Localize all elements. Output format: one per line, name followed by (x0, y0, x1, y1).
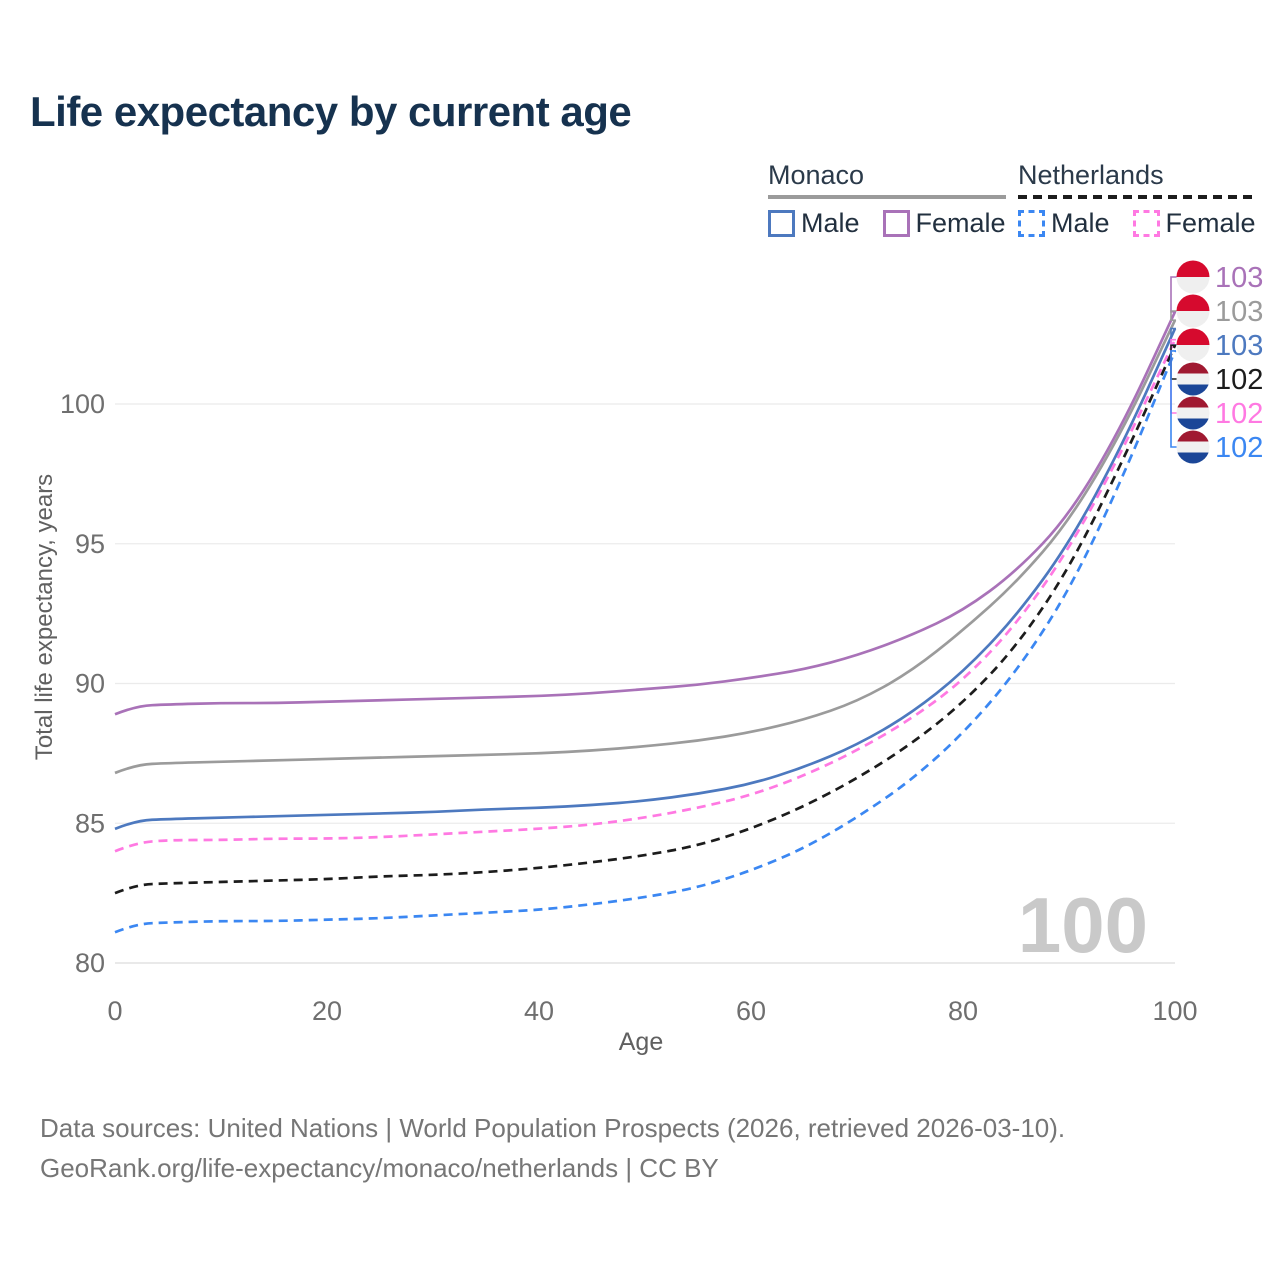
series-line-netherlands-male[interactable] (114, 350, 1177, 934)
footer: Data sources: United Nations | World Pop… (40, 1108, 1065, 1188)
series-lines (114, 311, 1177, 934)
end-label-value-netherlands-male: 102 (1215, 432, 1263, 464)
x-tick-label-40: 40 (524, 996, 554, 1026)
legend-group-monaco: Monaco Male Female (768, 160, 1006, 239)
page-title: Life expectancy by current age (30, 88, 632, 135)
legend-label-netherlands-female[interactable]: Female (1165, 208, 1256, 238)
y-tick-label-100: 100 (60, 389, 105, 419)
legend-swatch-monaco-female[interactable] (882, 210, 910, 237)
netherlands-flag-icon (1176, 396, 1210, 430)
legend-label-netherlands-male[interactable]: Male (1051, 208, 1110, 238)
end-label-leader-1 (1170, 310, 1177, 321)
legend-label-monaco-female[interactable]: Female (915, 208, 1006, 238)
legend-underline-netherlands-dashed (1018, 195, 1256, 199)
age-counter-annotation: 100 (1018, 881, 1148, 969)
legend-title-monaco: Monaco (768, 160, 865, 190)
series-line-monaco-female[interactable] (114, 311, 1177, 716)
x-tick-label-80: 80 (948, 996, 978, 1026)
y-tick-label-95: 95 (75, 529, 105, 559)
y-axis-title: Total life expectancy, years (31, 474, 58, 760)
monaco-flag-icon (1176, 260, 1210, 294)
monaco-flag-icon (1176, 328, 1210, 362)
legend-title-netherlands: Netherlands (1018, 160, 1164, 190)
end-label-value-monaco-male: 103 (1215, 330, 1263, 362)
x-tick-label-20: 20 (312, 996, 342, 1026)
legend-group-netherlands: Netherlands Male Female (1018, 160, 1256, 239)
gridlines (115, 403, 1175, 964)
footer-data-sources: Data sources: United Nations | World Pop… (40, 1113, 1066, 1143)
y-tick-label-80: 80 (75, 948, 105, 978)
end-label-value-monaco-female: 103 (1215, 262, 1263, 294)
monaco-flag-icon (1176, 294, 1210, 328)
series-line-netherlands-female[interactable] (114, 339, 1177, 853)
end-label-leader-5 (1170, 350, 1177, 448)
y-tick-label-85: 85 (75, 808, 105, 838)
x-axis-title: Age (619, 1028, 663, 1056)
netherlands-flag-icon (1176, 362, 1210, 396)
legend-swatch-netherlands-male[interactable] (1018, 210, 1045, 237)
y-tick-label-90: 90 (75, 669, 105, 699)
axis-tick-labels: 80 85 90 95 100 0 20 40 60 80 100 (60, 389, 1198, 1026)
series-line-netherlands-total[interactable] (114, 344, 1177, 895)
end-label-value-monaco-total: 103 (1215, 296, 1263, 328)
end-label-value-netherlands-total: 102 (1215, 364, 1263, 396)
legend-swatch-monaco-male[interactable] (768, 210, 795, 237)
series-line-monaco-male[interactable] (114, 327, 1177, 831)
x-tick-label-0: 0 (107, 996, 122, 1026)
footer-attribution-url: GeoRank.org/life-expectancy/monaco/nethe… (40, 1153, 719, 1183)
end-label-value-netherlands-female: 102 (1215, 398, 1263, 430)
netherlands-flag-icon (1176, 430, 1210, 464)
legend-swatch-netherlands-female[interactable] (1132, 210, 1160, 237)
end-label-leader-0 (1170, 276, 1177, 313)
series-line-monaco-total[interactable] (114, 319, 1177, 775)
legend-underline-monaco-solid (768, 195, 1006, 199)
x-tick-label-60: 60 (736, 996, 766, 1026)
legend-label-monaco-male[interactable]: Male (801, 208, 860, 238)
x-tick-label-100: 100 (1152, 996, 1197, 1026)
